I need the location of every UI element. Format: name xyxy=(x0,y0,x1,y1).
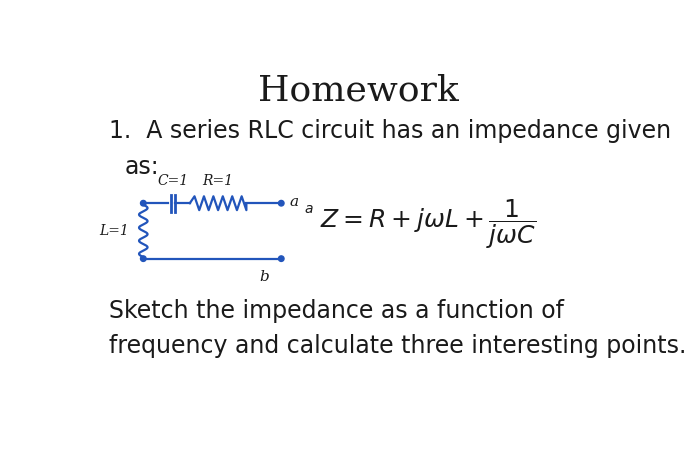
Circle shape xyxy=(141,201,146,206)
Text: $a$: $a$ xyxy=(304,202,313,216)
Text: a: a xyxy=(289,196,298,209)
Text: b: b xyxy=(260,270,270,284)
Text: C=1: C=1 xyxy=(158,174,188,188)
Text: as:: as: xyxy=(125,155,160,179)
Text: $Z = R + j\omega L + \dfrac{1}{j\omega C}$: $Z = R + j\omega L + \dfrac{1}{j\omega C… xyxy=(320,197,536,251)
Circle shape xyxy=(279,256,284,262)
Text: Sketch the impedance as a function of: Sketch the impedance as a function of xyxy=(109,298,564,323)
Text: 1.  A series RLC circuit has an impedance given: 1. A series RLC circuit has an impedance… xyxy=(109,118,671,142)
Text: L=1: L=1 xyxy=(99,224,130,238)
Text: R=1: R=1 xyxy=(202,174,234,188)
Text: Homework: Homework xyxy=(258,74,459,108)
Circle shape xyxy=(279,201,284,206)
Text: frequency and calculate three interesting points.: frequency and calculate three interestin… xyxy=(109,334,687,358)
Circle shape xyxy=(141,256,146,262)
